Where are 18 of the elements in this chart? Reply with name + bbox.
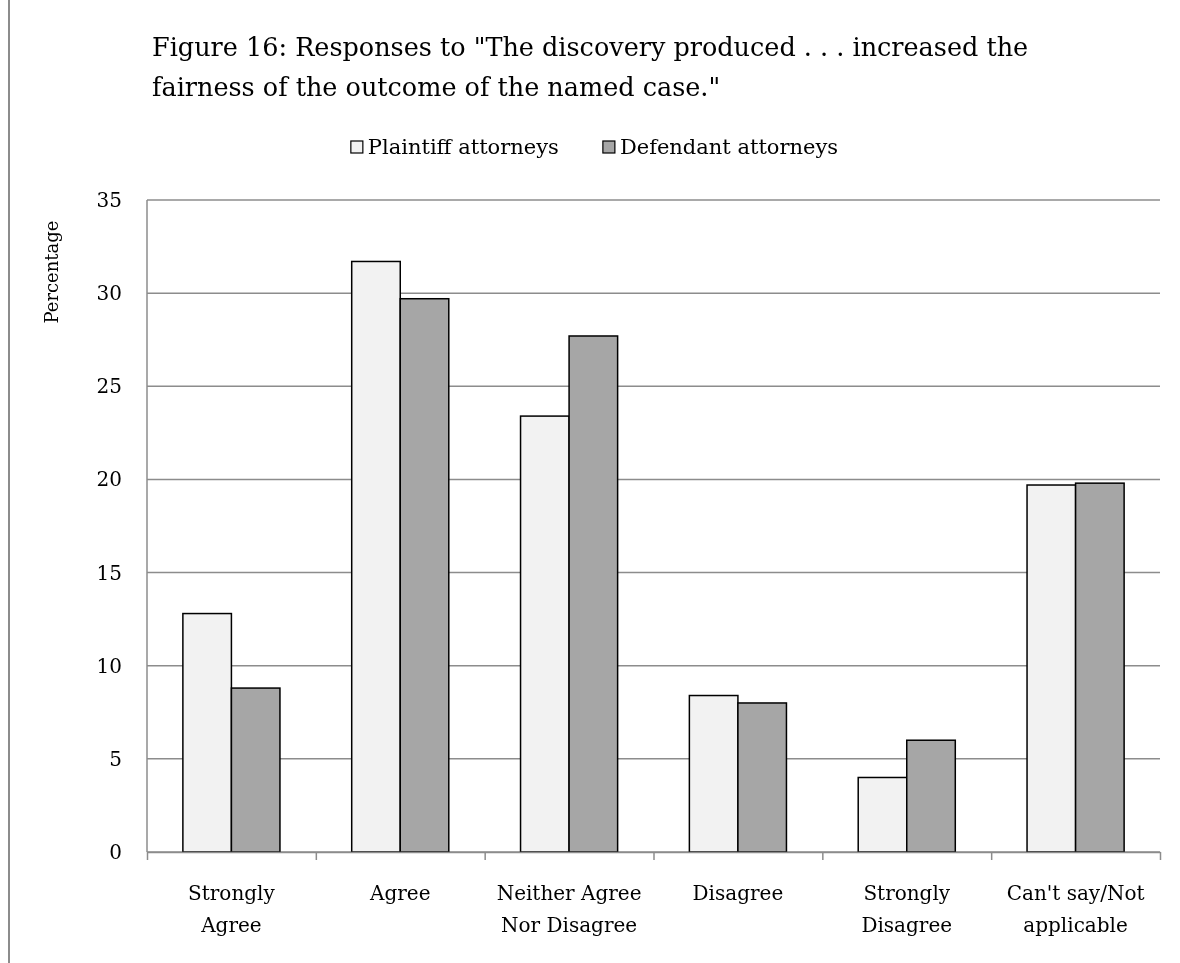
y-tick-label: 25 bbox=[96, 374, 122, 399]
chart-title: Figure 16: Responses to "The discovery produced . . . increased the fairness of the outcome of the named case." bbox=[152, 32, 1029, 102]
legend-label: Plaintiff attorneys bbox=[367, 135, 559, 160]
y-axis-title: Percentage bbox=[41, 220, 63, 324]
x-tick-label: Neither Agree Nor Disagree bbox=[496, 881, 642, 937]
y-tick-label: 35 bbox=[96, 188, 122, 212]
x-tick-label: Can't say/Not applicable bbox=[1006, 881, 1145, 937]
legend-label: Defendant attorneys bbox=[619, 135, 839, 160]
y-tick-label: 0 bbox=[109, 840, 122, 864]
y-tick-label: 30 bbox=[96, 281, 122, 306]
y-tick-label: 20 bbox=[96, 467, 122, 492]
x-tick-label: Disagree bbox=[692, 881, 784, 905]
y-tick-label: 5 bbox=[109, 746, 122, 771]
x-tick-label: Strongly Agree bbox=[188, 881, 276, 937]
y-tick-label: 10 bbox=[96, 653, 122, 678]
x-tick-label: Agree bbox=[369, 881, 431, 905]
y-tick-label: 15 bbox=[96, 560, 122, 585]
x-tick-label: Strongly Disagree bbox=[861, 881, 953, 937]
